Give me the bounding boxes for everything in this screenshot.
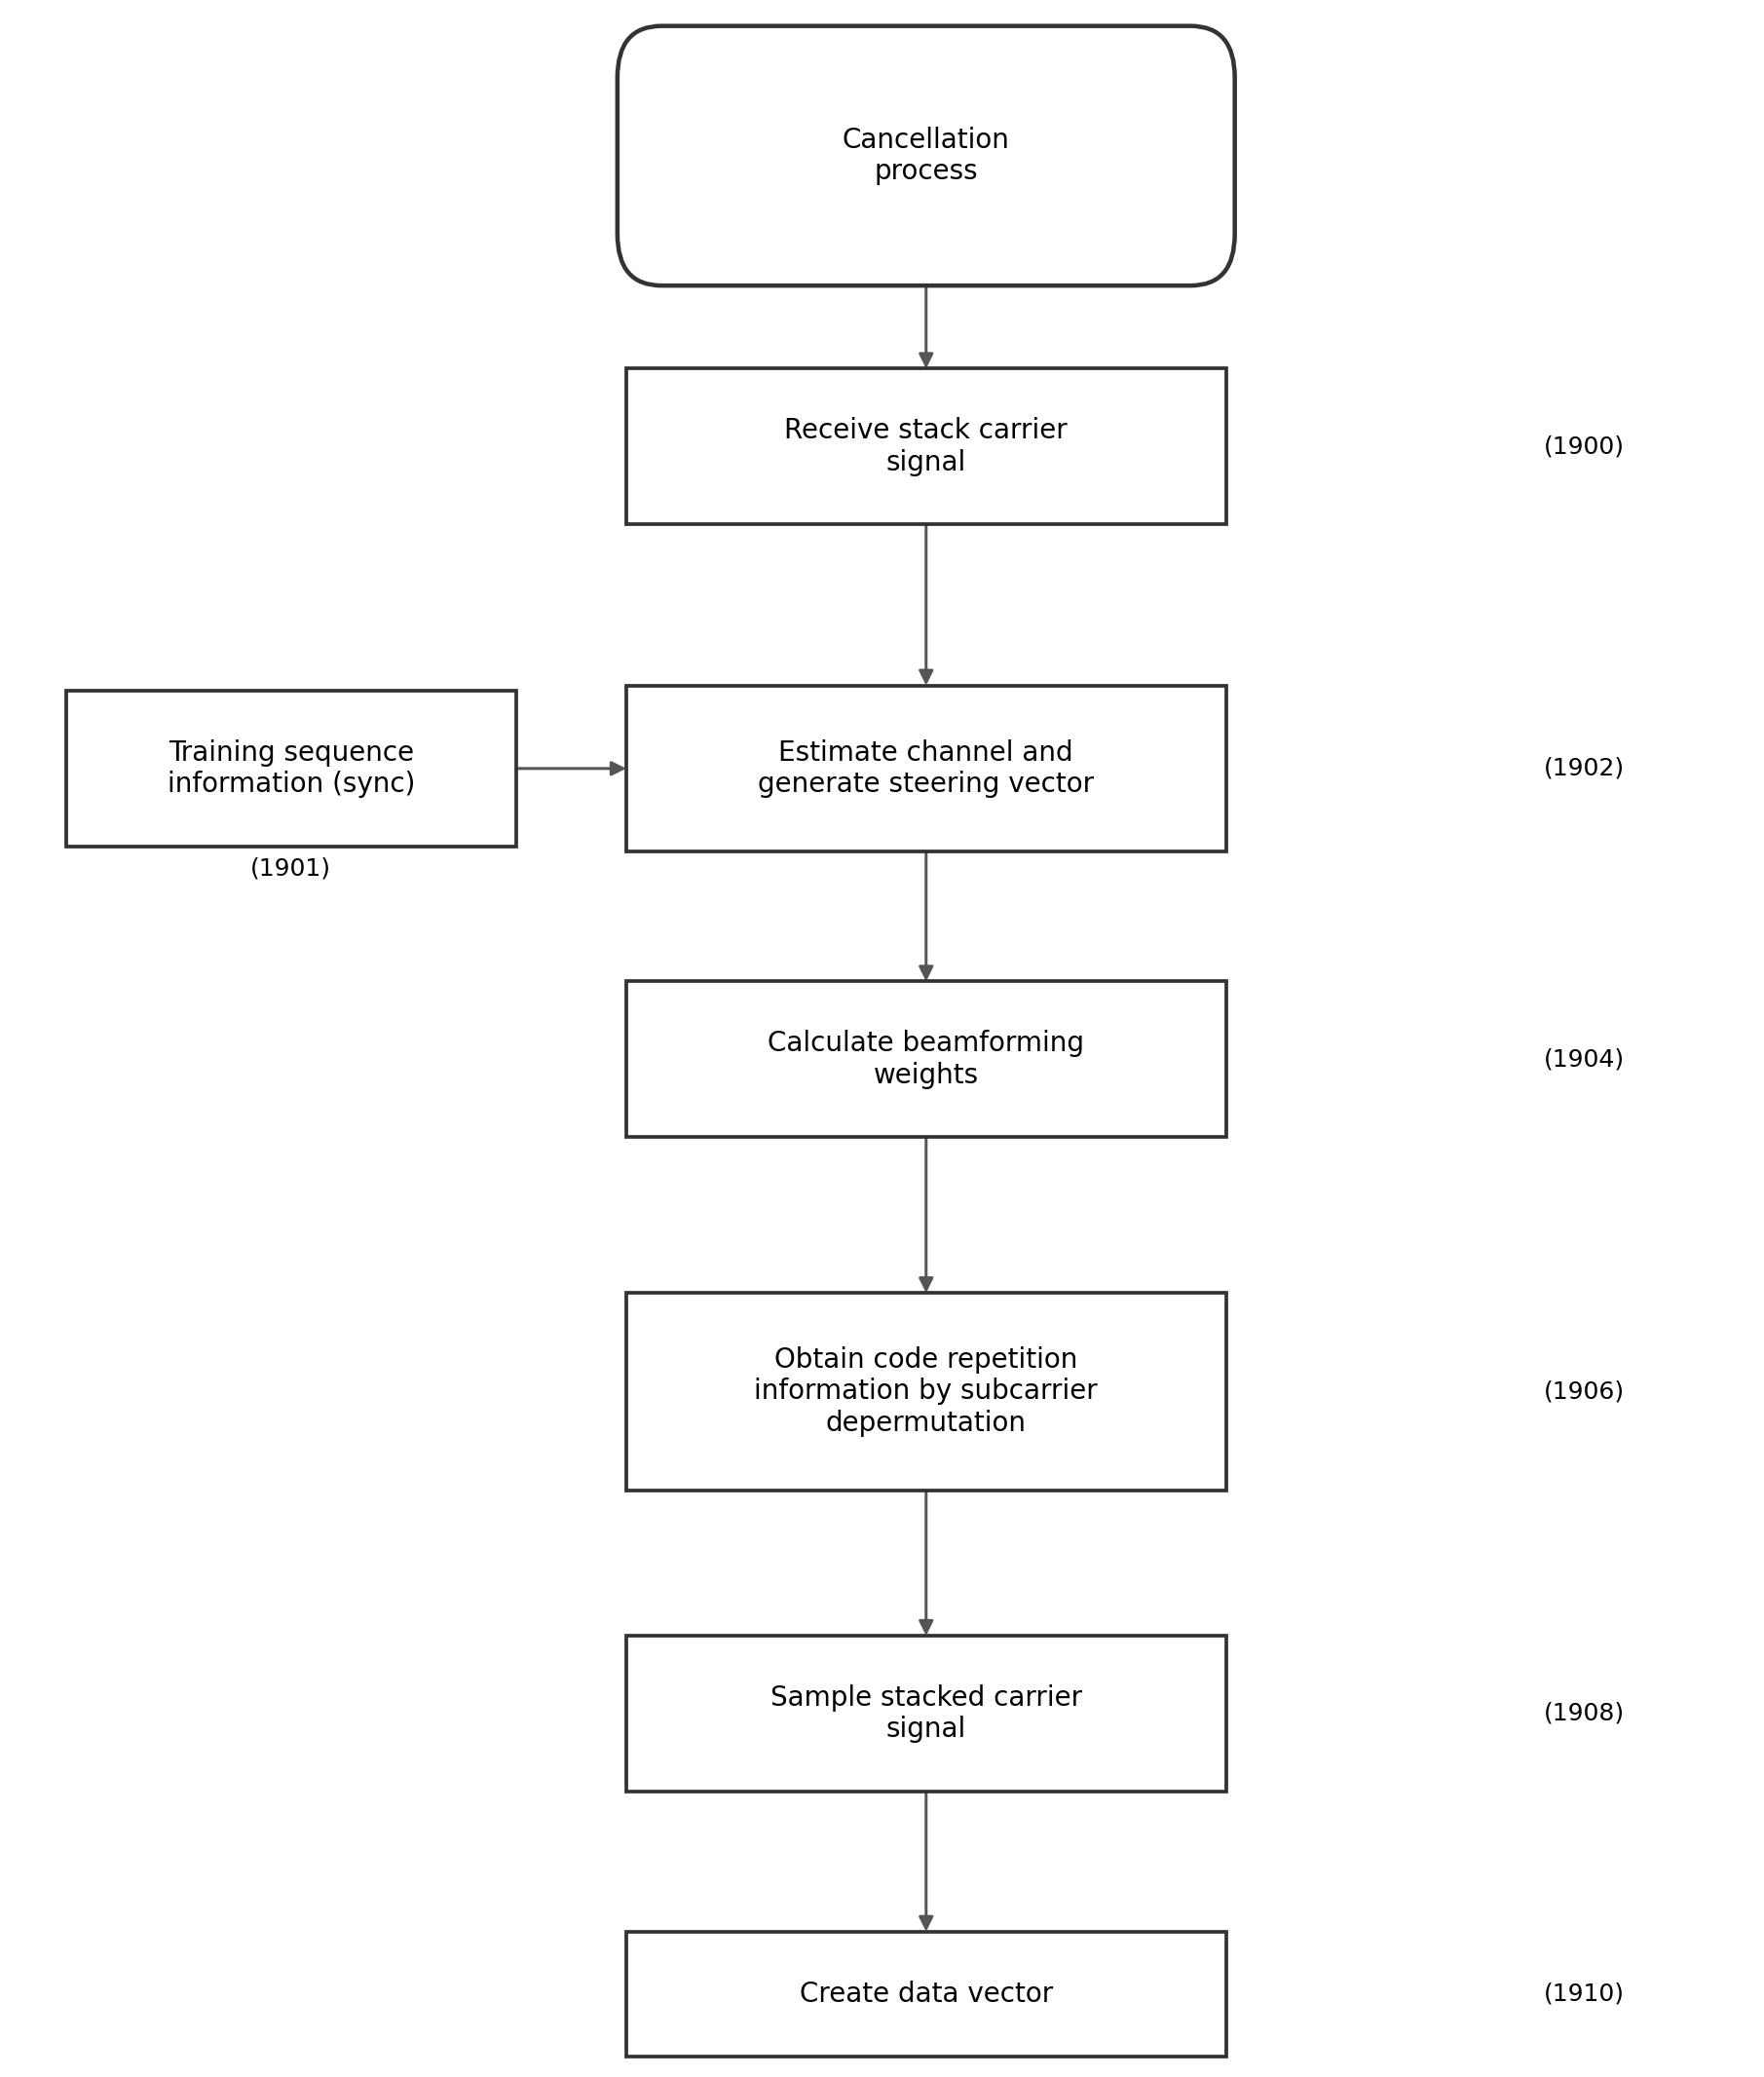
Bar — [626, 370, 1226, 523]
Text: Estimate channel and
generate steering vector: Estimate channel and generate steering v… — [759, 739, 1094, 798]
Text: Obtain code repetition
information by subcarrier
depermutation: Obtain code repetition information by su… — [755, 1346, 1097, 1437]
Text: Receive stack carrier
signal: Receive stack carrier signal — [785, 417, 1067, 476]
Bar — [626, 685, 1226, 852]
Text: Create data vector: Create data vector — [799, 1979, 1053, 2008]
Text: Training sequence
information (sync): Training sequence information (sync) — [168, 739, 415, 798]
FancyBboxPatch shape — [617, 27, 1235, 285]
Text: Calculate beamforming
weights: Calculate beamforming weights — [767, 1030, 1085, 1088]
Bar — [626, 1637, 1226, 1790]
Text: (1902): (1902) — [1544, 756, 1625, 781]
Bar — [626, 1932, 1226, 2056]
Bar — [67, 690, 517, 847]
Text: Cancellation
process: Cancellation process — [843, 127, 1009, 185]
Text: (1901): (1901) — [250, 856, 332, 881]
Bar — [626, 1292, 1226, 1491]
Text: (1906): (1906) — [1544, 1379, 1625, 1404]
Text: Sample stacked carrier
signal: Sample stacked carrier signal — [771, 1684, 1081, 1743]
Bar — [626, 982, 1226, 1138]
Text: (1908): (1908) — [1544, 1701, 1625, 1726]
Text: (1900): (1900) — [1544, 434, 1625, 459]
Text: (1910): (1910) — [1544, 1981, 1625, 2006]
Text: (1904): (1904) — [1544, 1047, 1625, 1072]
